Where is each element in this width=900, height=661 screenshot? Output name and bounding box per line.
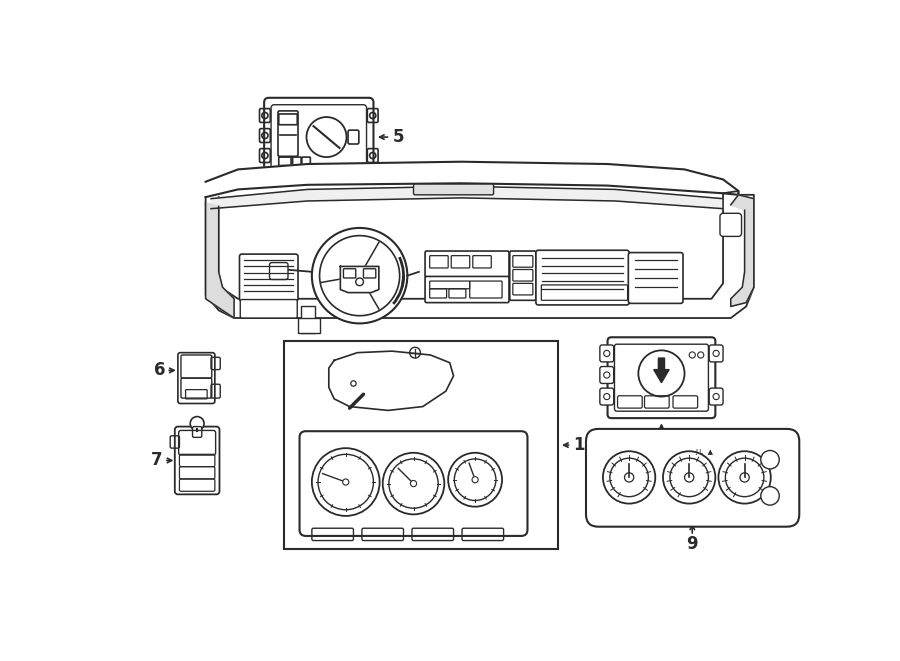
- Text: 3: 3: [436, 344, 447, 362]
- Circle shape: [448, 453, 502, 507]
- Circle shape: [718, 451, 770, 504]
- FancyBboxPatch shape: [608, 337, 716, 418]
- FancyBboxPatch shape: [240, 299, 297, 318]
- Text: 6: 6: [154, 362, 166, 379]
- Polygon shape: [731, 195, 754, 307]
- Polygon shape: [340, 266, 379, 293]
- Circle shape: [760, 486, 779, 505]
- Text: 8: 8: [656, 434, 667, 453]
- Circle shape: [472, 477, 478, 483]
- FancyBboxPatch shape: [628, 253, 683, 303]
- Circle shape: [312, 448, 380, 516]
- FancyBboxPatch shape: [599, 367, 614, 383]
- Bar: [298, 318, 320, 333]
- FancyBboxPatch shape: [720, 214, 742, 237]
- FancyBboxPatch shape: [413, 184, 493, 195]
- Circle shape: [190, 416, 204, 430]
- Text: J L  ▲: J L ▲: [696, 449, 714, 455]
- Circle shape: [343, 479, 349, 485]
- Circle shape: [625, 473, 634, 482]
- Circle shape: [320, 235, 400, 316]
- FancyBboxPatch shape: [709, 388, 723, 405]
- FancyBboxPatch shape: [193, 426, 202, 438]
- FancyBboxPatch shape: [586, 429, 799, 527]
- FancyBboxPatch shape: [425, 276, 509, 303]
- FancyBboxPatch shape: [509, 251, 536, 300]
- FancyBboxPatch shape: [425, 251, 509, 277]
- FancyBboxPatch shape: [269, 262, 288, 280]
- Circle shape: [725, 458, 764, 496]
- Text: 4: 4: [338, 422, 349, 440]
- FancyBboxPatch shape: [175, 426, 220, 494]
- Polygon shape: [653, 358, 669, 383]
- Polygon shape: [205, 191, 754, 318]
- Circle shape: [312, 228, 408, 323]
- FancyBboxPatch shape: [239, 254, 298, 301]
- Circle shape: [382, 453, 445, 514]
- FancyBboxPatch shape: [709, 345, 723, 362]
- Polygon shape: [205, 162, 738, 197]
- Text: 1: 1: [573, 436, 585, 454]
- FancyBboxPatch shape: [178, 353, 215, 403]
- Bar: [284, 341, 557, 549]
- FancyBboxPatch shape: [599, 345, 614, 362]
- Circle shape: [610, 458, 648, 496]
- Circle shape: [740, 473, 749, 482]
- Circle shape: [638, 350, 685, 397]
- Circle shape: [663, 451, 716, 504]
- FancyBboxPatch shape: [599, 388, 614, 405]
- Circle shape: [670, 458, 708, 496]
- Polygon shape: [328, 351, 454, 410]
- Bar: [302, 307, 315, 333]
- Circle shape: [410, 481, 417, 486]
- Text: 9: 9: [687, 535, 698, 553]
- Polygon shape: [205, 202, 234, 318]
- Circle shape: [603, 451, 655, 504]
- Circle shape: [760, 450, 779, 469]
- Text: 5: 5: [392, 128, 404, 146]
- Text: 7: 7: [151, 451, 163, 469]
- FancyBboxPatch shape: [536, 251, 629, 305]
- Text: 2: 2: [340, 355, 352, 373]
- Circle shape: [685, 473, 694, 482]
- Polygon shape: [211, 186, 723, 209]
